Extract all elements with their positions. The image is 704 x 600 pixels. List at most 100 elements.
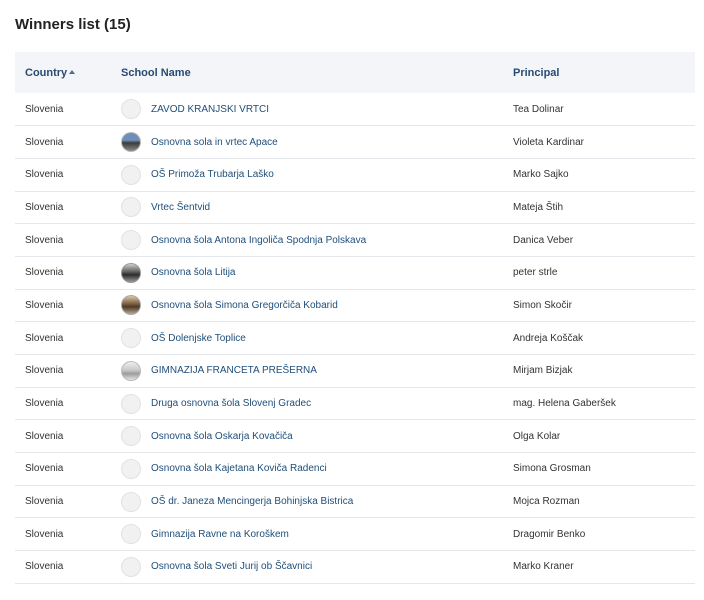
country-cell: Slovenia <box>25 169 64 181</box>
principal-cell: peter strle <box>513 267 558 279</box>
school-name-group: Vrtec Šentvid <box>121 197 513 218</box>
winners-table: Country School Name Principal Slovenia ZA… <box>15 52 695 584</box>
table-row: Slovenia OŠ Primoža Trubarja Laško Marko S… <box>15 158 695 192</box>
school-name-cell: ZAVOD KRANJSKI VRTCI <box>121 93 513 126</box>
column-header-country[interactable]: Country <box>15 52 121 93</box>
school-name-cell: Druga osnovna šola Slovenj Gradec <box>121 387 513 420</box>
principal-cell: Simon Skočir <box>513 299 572 311</box>
school-name-group: Osnovna šola Antona Ingoliča Spodnja Pol… <box>121 230 513 251</box>
school-name-group: Osnovna šola Litija <box>121 262 513 283</box>
country-cell: Slovenia <box>25 561 64 573</box>
country-cell: Slovenia <box>25 299 64 311</box>
principal-cell: mag. Helena Gaberšek <box>513 398 616 410</box>
table-row: Slovenia Vrtec Šentvid Mateja Štih <box>15 191 695 224</box>
school-avatar-photo[interactable] <box>121 132 141 153</box>
school-name-link[interactable]: Osnovna šola Antona Ingoliča Spodnja Pol… <box>151 234 367 246</box>
school-name-link[interactable]: Osnovna šola Litija <box>151 267 236 279</box>
school-name-link[interactable]: GIMNAZIJA FRANCETA PREŠERNA <box>151 365 317 377</box>
school-avatar-placeholder[interactable] <box>121 458 141 479</box>
country-cell: Slovenia <box>25 332 64 344</box>
school-name-cell: OŠ Primoža Trubarja Laško <box>121 158 513 191</box>
school-name-link[interactable]: OŠ Dolenjske Toplice <box>151 332 246 344</box>
school-name-cell: Vrtec Šentvid <box>121 191 513 224</box>
school-name-link[interactable]: Osnovna šola Oskarja Kovačiča <box>151 430 293 442</box>
table-row: Slovenia Osnovna sola in vrtec Apace Viole… <box>15 126 695 159</box>
table-row: Slovenia Osnovna šola Sveti Jurij ob Ščav… <box>15 551 695 584</box>
principal-cell: Danica Veber <box>513 234 574 246</box>
principal-cell: Mirjam Bizjak <box>513 365 573 377</box>
column-header-school-name[interactable]: School Name <box>121 52 513 93</box>
principal-cell: Violeta Kardinar <box>513 136 584 148</box>
principal-cell: Simona Grosman <box>513 463 591 475</box>
table-row: Slovenia Osnovna šola Litija peter strle <box>15 256 695 290</box>
school-avatar-placeholder[interactable] <box>121 426 141 447</box>
table-row: Slovenia Osnovna šola Kajetana Koviča Rad… <box>15 453 695 486</box>
table-row: Slovenia Gimnazija Ravne na Koroškem Drago… <box>15 518 695 551</box>
country-cell: Slovenia <box>25 365 64 377</box>
country-cell: Slovenia <box>25 528 64 540</box>
school-name-group: Osnovna sola in vrtec Apace <box>121 132 513 153</box>
school-name-group: OŠ Dolenjske Toplice <box>121 328 513 349</box>
school-avatar-placeholder[interactable] <box>121 197 141 218</box>
school-name-group: Osnovna šola Oskarja Kovačiča <box>121 426 513 447</box>
column-header-country-label: Country <box>25 66 68 79</box>
principal-cell: Olga Kolar <box>513 430 561 442</box>
table-row: Slovenia OŠ Dolenjske Toplice Andreja Košč… <box>15 322 695 355</box>
column-header-principal-label: Principal <box>513 66 560 79</box>
country-cell: Slovenia <box>25 496 64 508</box>
school-avatar-photo[interactable] <box>121 262 141 283</box>
table-header-row: Country School Name Principal <box>15 52 695 93</box>
school-avatar-placeholder[interactable] <box>121 230 141 251</box>
school-name-link[interactable]: OŠ Primoža Trubarja Laško <box>151 169 274 181</box>
table-row: Slovenia Druga osnovna šola Slovenj Grade… <box>15 387 695 420</box>
school-name-link[interactable]: Vrtec Šentvid <box>151 201 211 213</box>
table-row: Slovenia ZAVOD KRANJSKI VRTCI Tea Dolinar <box>15 93 695 126</box>
school-name-link[interactable]: ZAVOD KRANJSKI VRTCI <box>151 103 269 115</box>
school-name-cell: Osnovna šola Simona Gregorčiča Kobarid <box>121 289 513 322</box>
school-name-link[interactable]: OŠ dr. Janeza Mencingerja Bohinjska Bist… <box>151 496 354 508</box>
school-avatar-placeholder[interactable] <box>121 328 141 349</box>
school-name-link[interactable]: Osnovna sola in vrtec Apace <box>151 136 278 148</box>
school-name-link[interactable]: Gimnazija Ravne na Koroškem <box>151 528 289 540</box>
school-avatar-placeholder[interactable] <box>121 393 141 414</box>
school-avatar-placeholder[interactable] <box>121 99 141 120</box>
table-row: Slovenia Osnovna šola Simona Gregorčiča K… <box>15 289 695 322</box>
school-avatar-photo[interactable] <box>121 360 141 381</box>
school-name-group: OŠ dr. Janeza Mencingerja Bohinjska Bist… <box>121 491 513 512</box>
school-name-link[interactable]: Osnovna šola Kajetana Koviča Radenci <box>151 463 327 475</box>
school-avatar-photo[interactable] <box>121 295 141 316</box>
school-avatar-placeholder[interactable] <box>121 164 141 185</box>
school-name-group: OŠ Primoža Trubarja Laško <box>121 164 513 185</box>
principal-cell: Marko Kraner <box>513 561 574 573</box>
table-row: Slovenia Osnovna šola Oskarja Kovačiča Olg… <box>15 420 695 453</box>
school-avatar-placeholder[interactable] <box>121 524 141 545</box>
table-header: Country School Name Principal <box>15 52 695 93</box>
school-name-cell: Osnovna šola Sveti Jurij ob Ščavnici <box>121 551 513 584</box>
country-cell: Slovenia <box>25 430 64 442</box>
country-cell: Slovenia <box>25 267 64 279</box>
school-name-link[interactable]: Osnovna šola Simona Gregorčiča Kobarid <box>151 299 338 311</box>
column-header-principal[interactable]: Principal <box>513 52 695 93</box>
school-name-group: GIMNAZIJA FRANCETA PREŠERNA <box>121 360 513 381</box>
school-name-cell: Osnovna sola in vrtec Apace <box>121 126 513 159</box>
country-cell: Slovenia <box>25 463 64 475</box>
school-avatar-placeholder[interactable] <box>121 556 141 577</box>
principal-cell: Mojca Rozman <box>513 496 580 508</box>
principal-cell: Dragomir Benko <box>513 528 586 540</box>
school-avatar-placeholder[interactable] <box>121 491 141 512</box>
school-name-group: Gimnazija Ravne na Koroškem <box>121 524 513 545</box>
principal-cell: Mateja Štih <box>513 201 564 213</box>
school-name-link[interactable]: Druga osnovna šola Slovenj Gradec <box>151 398 312 410</box>
sort-up-icon <box>69 69 76 74</box>
school-name-cell: Osnovna šola Litija <box>121 256 513 289</box>
school-name-link[interactable]: Osnovna šola Sveti Jurij ob Ščavnici <box>151 561 313 573</box>
country-cell: Slovenia <box>25 234 64 246</box>
country-cell: Slovenia <box>25 103 64 115</box>
table-body: Slovenia ZAVOD KRANJSKI VRTCI Tea Dolinar S… <box>15 93 695 584</box>
table-row: Slovenia Osnovna šola Antona Ingoliča Spo… <box>15 224 695 257</box>
country-cell: Slovenia <box>25 136 64 148</box>
school-name-group: Druga osnovna šola Slovenj Gradec <box>121 393 513 414</box>
school-name-cell: GIMNAZIJA FRANCETA PREŠERNA <box>121 355 513 388</box>
school-name-cell: OŠ Dolenjske Toplice <box>121 322 513 355</box>
table-row: Slovenia GIMNAZIJA FRANCETA PREŠERNA Mirja… <box>15 355 695 388</box>
